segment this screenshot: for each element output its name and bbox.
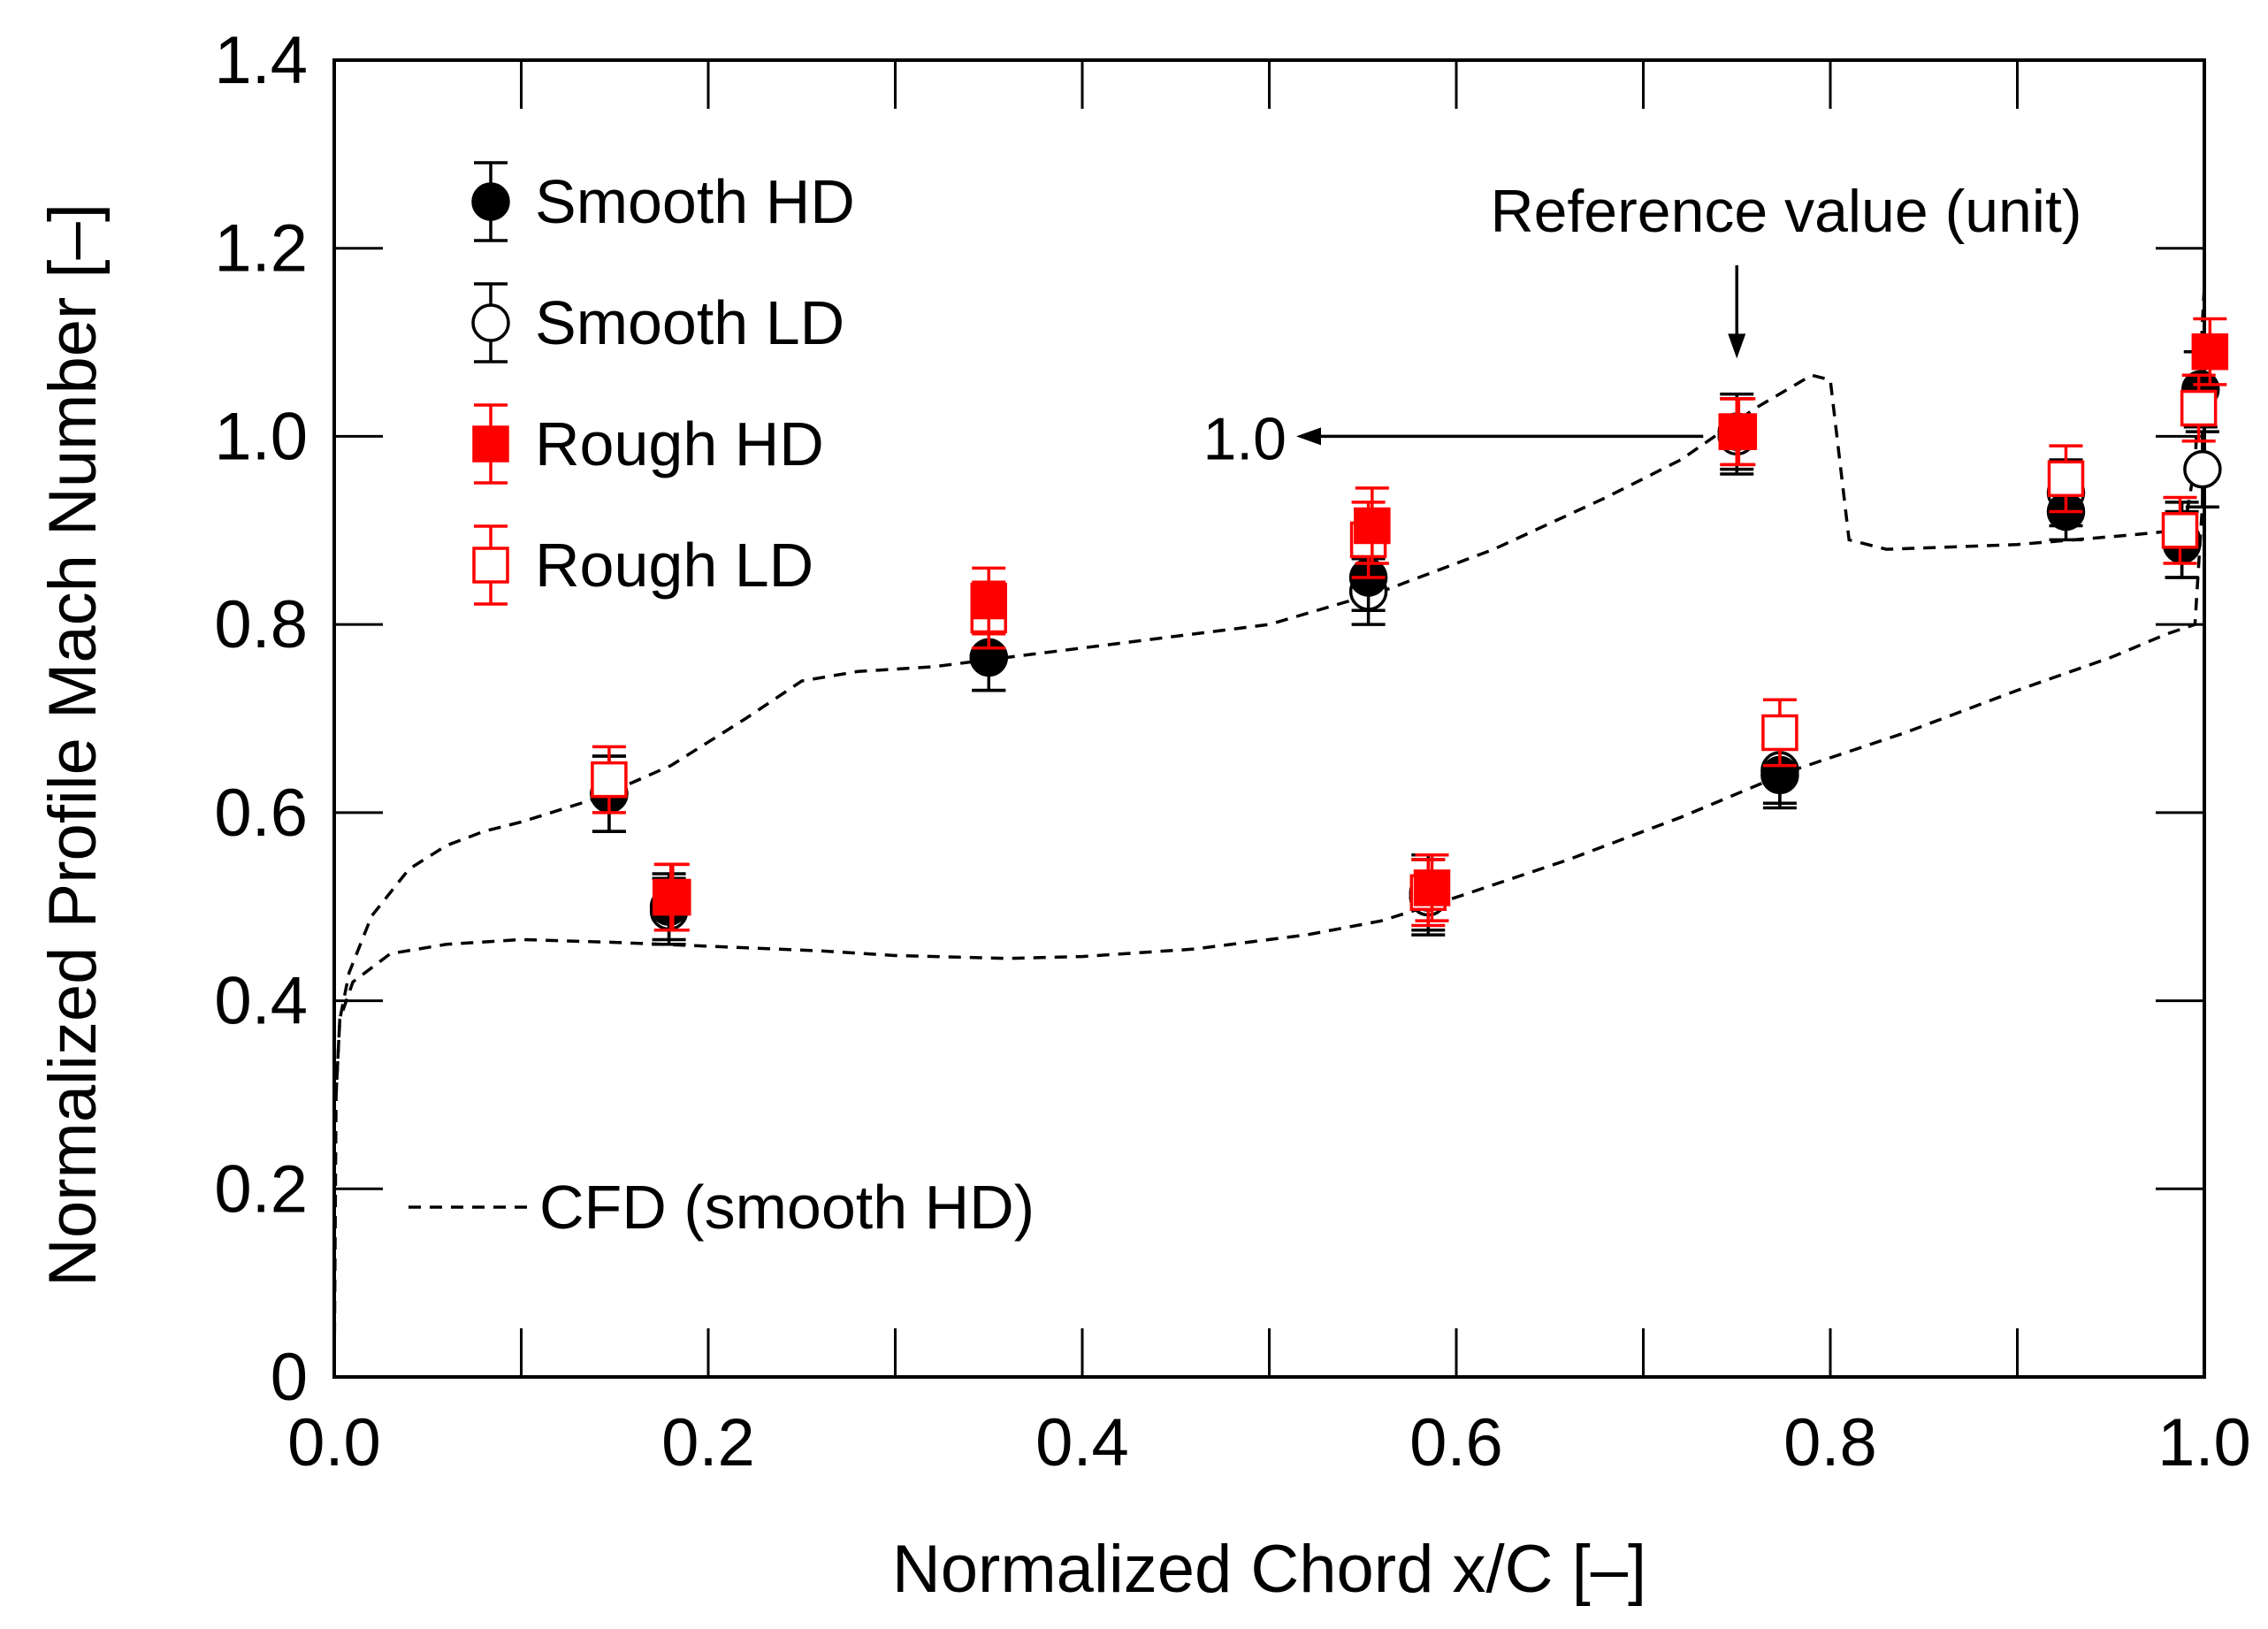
rough-hd-point [1354,507,1391,545]
reference-arrow-down-head [1728,333,1746,359]
rough-ld-point [2161,512,2199,549]
cfd-curves [332,286,2206,1378]
x-axis-title: Normalized Chord x/C [–] [892,1532,1646,1607]
y-tick-label: 0.4 [214,964,308,1039]
cfd-curve-lower [334,473,2206,1095]
cfd-curve-upper [332,286,2206,1378]
smooth-ld-point [2183,449,2222,489]
y-tick-label: 1.4 [214,23,308,98]
x-tick-label: 0.0 [287,1405,381,1480]
x-axis-ticks: 0.0 0.2 0.4 0.6 0.8 1.0 [287,60,2251,1480]
legend-smooth-ld-label: Smooth LD [535,288,844,357]
reference-arrow-value: 1.0 [1203,405,1287,472]
axes: 0.0 0.2 0.4 0.6 0.8 1.0 0 0.2 0.4 0.6 0.8 1.0 1.2 1.… [35,23,2251,1607]
legend-rough-ld-label: Rough LD [535,531,813,600]
x-tick-label: 1.0 [2157,1405,2251,1480]
rough-hd-point [970,582,1007,620]
rough-ld-point [2180,389,2218,427]
y-tick-label: 1.0 [214,399,308,474]
y-tick-label: 1.2 [214,211,308,287]
y-tick-label: 0 [271,1340,308,1415]
data-points [590,317,2229,946]
x-tick-label: 0.4 [1035,1405,1129,1480]
y-axis-ticks: 0 0.2 0.4 0.6 0.8 1.0 1.2 1.4 [214,23,2204,1415]
rough-ld-point [2047,460,2085,498]
rough-hd-point [2191,333,2229,371]
legend-rough-ld-marker [472,547,509,584]
y-tick-label: 0.2 [214,1151,308,1227]
legend-smooth-hd-marker [471,182,510,221]
reference-value-label: Reference value (unit) [1490,178,2081,245]
legend-smooth-hd-label: Smooth HD [535,167,855,236]
legend-smooth-ld-marker [471,303,510,342]
reference-arrow-left-head [1296,427,1321,446]
rough-hd-point [1413,869,1451,906]
rough-ld-point [1761,714,1798,752]
rough-ld-point [591,761,628,799]
legend: Smooth HD Smooth LD Rough HD Rough LD CFD (s… [409,161,1035,1242]
x-tick-label: 0.6 [1409,1405,1503,1480]
legend-rough-hd-label: Rough HD [535,409,824,478]
rough-hd-point [654,878,691,916]
legend-rough-hd-marker [472,425,509,463]
legend-cfd-label: CFD (smooth HD) [539,1173,1035,1242]
annotations: Reference value (unit) 1.0 [1203,178,2081,472]
x-tick-label: 0.2 [661,1405,755,1480]
x-tick-label: 0.8 [1783,1405,1877,1480]
y-tick-label: 0.8 [214,587,308,662]
y-tick-label: 0.6 [214,776,308,851]
rough-hd-point [1720,413,1758,450]
y-axis-title: Normalized Profile Mach Number [–] [35,203,111,1287]
